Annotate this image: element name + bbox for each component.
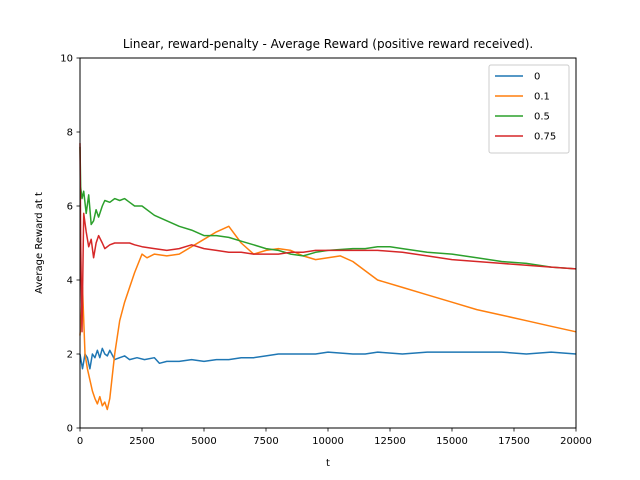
y-axis: 0 2 4 6 8 10: [60, 54, 80, 435]
y-tick-label: 2: [67, 350, 73, 361]
legend-label-3: 0.75: [534, 132, 556, 143]
x-tick-label: 17500: [498, 436, 530, 447]
y-tick-label: 4: [67, 276, 73, 287]
y-tick-label: 8: [67, 128, 73, 139]
x-tick-label: 7500: [253, 436, 278, 447]
legend-label-1: 0.1: [534, 92, 550, 103]
x-tick-label: 2500: [129, 436, 154, 447]
y-axis-label: Average Reward at t: [34, 192, 45, 294]
legend-label-2: 0.5: [534, 112, 550, 123]
series-line-3: [79, 143, 577, 333]
chart-title: Linear, reward-penalty - Average Reward …: [123, 37, 533, 51]
series-line-2: [79, 146, 577, 270]
x-tick-label: 12500: [374, 436, 406, 447]
series-line-1: [79, 225, 577, 411]
x-axis-label: t: [326, 458, 330, 469]
y-tick-label: 0: [67, 424, 73, 435]
series-layer: [79, 143, 577, 411]
legend: 0 0.1 0.5 0.75: [488, 64, 570, 154]
y-tick-label: 6: [67, 202, 73, 213]
legend-box: [488, 64, 570, 154]
x-tick-label: 20000: [560, 436, 592, 447]
x-tick-label: 10000: [312, 436, 344, 447]
x-tick-label: 0: [77, 436, 83, 447]
x-axis: 0 2500 5000 7500 10000 12500 15000 17500 20000: [77, 428, 592, 447]
series-line-0: [79, 347, 577, 370]
y-tick-label: 10: [60, 54, 73, 65]
x-tick-label: 15000: [436, 436, 468, 447]
legend-label-0: 0: [534, 72, 540, 83]
x-tick-label: 5000: [191, 436, 216, 447]
